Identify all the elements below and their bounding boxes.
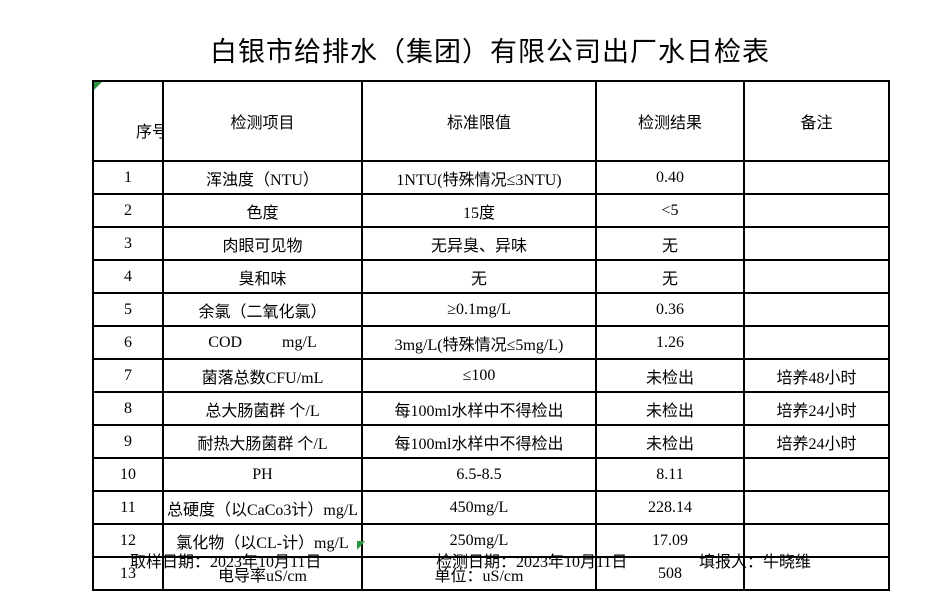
cell-no: 1	[92, 160, 164, 195]
cell-note	[743, 193, 890, 228]
col-header-limit: 标准限值	[361, 80, 597, 162]
cell-item: 电导率uS/cm	[162, 556, 363, 591]
cell-note: 培养48小时	[743, 358, 890, 393]
test-date-text: 检测日期：2023年10月11日	[436, 554, 628, 571]
cell-item: 肉眼可见物	[162, 226, 363, 261]
cell-item: 臭和味	[162, 259, 363, 294]
cell-no: 3	[92, 226, 164, 261]
col-header-no: 序号	[92, 80, 164, 162]
cell-item: 氯化物（以CL-计）mg/L	[162, 523, 363, 558]
table-row: 5 余氯（二氧化氯） ≥0.1mg/L 0.36	[92, 292, 890, 327]
cell-no: 6	[92, 325, 164, 360]
sample-date-text: 取样日期：2023年10月11日	[130, 554, 322, 571]
cell-note	[743, 226, 890, 261]
cell-no: 12	[92, 523, 164, 558]
table-row: 12 氯化物（以CL-计）mg/L 250mg/L 17.09	[92, 523, 890, 558]
table-row: 8 总大肠菌群 个/L 每100ml水样中不得检出 未检出 培养24小时	[92, 391, 890, 426]
cell-result: 无	[595, 226, 745, 261]
cell-limit: ≤100	[361, 358, 597, 393]
cell-limit: 无异臭、异味	[361, 226, 597, 261]
cell-limit: 每100ml水样中不得检出	[361, 424, 597, 459]
table-body: 1 浑浊度（NTU） 1NTU(特殊情况≤3NTU) 0.40 2 色度 15度 <5 3 肉眼可…	[92, 160, 890, 591]
cell-item: 余氯（二氧化氯）	[162, 292, 363, 327]
cell-item: COD mg/L	[162, 325, 363, 360]
cell-note	[743, 292, 890, 327]
cell-note: 培养24小时	[743, 391, 890, 426]
col-header-note: 备注	[743, 80, 890, 162]
cell-item: 浑浊度（NTU）	[162, 160, 363, 195]
cell-note: 培养24小时	[743, 424, 890, 459]
cell-result: 未检出	[595, 358, 745, 393]
col-header-item: 检测项目	[162, 80, 363, 162]
report-title: 白银市给排水（集团）有限公司出厂水日检表	[210, 37, 770, 67]
cell-note	[743, 490, 890, 525]
cell-no: 7	[92, 358, 164, 393]
inspection-table: 序号 检测项目 标准限值 检测结果 备注 1浑浊度（NTU）1NTU(特殊情况≤…	[92, 80, 890, 591]
cell-result: <5	[595, 193, 745, 228]
header-row: 序号 检测项目 标准限值 检测结果 备注	[92, 80, 890, 162]
cell-result: 0.40	[595, 160, 745, 195]
cell-no: 4	[92, 259, 164, 294]
cell-item: 色度	[162, 193, 363, 228]
cell-limit: 450mg/L	[361, 490, 597, 525]
cell-note	[743, 259, 890, 294]
cell-limit: 15度	[361, 193, 597, 228]
cell-note	[743, 523, 890, 558]
cell-no: 8	[92, 391, 164, 426]
cell-limit: 无	[361, 259, 597, 294]
table-row: 3 肉眼可见物 无异臭、异味无	[92, 226, 890, 261]
cell-result: 0.36	[595, 292, 745, 327]
cell-item: PH	[162, 457, 363, 492]
cell-no: 11	[92, 490, 164, 525]
col-header-no-label: 序号	[136, 124, 161, 141]
col-header-result: 检测结果	[595, 80, 745, 162]
cell-result: 508	[595, 556, 745, 591]
table-row: 4 臭和味无无	[92, 259, 890, 294]
table-row: 2 色度 15度 <5	[92, 193, 890, 228]
cell-result: 1.26	[595, 325, 745, 360]
cell-item: 耐热大肠菌群 个/L	[162, 424, 363, 459]
cell-result: 8.11	[595, 457, 745, 492]
cell-result: 17.09	[595, 523, 745, 558]
cell-no: 13	[92, 556, 164, 591]
cell-limit: 3mg/L(特殊情况≤5mg/L)	[361, 325, 597, 360]
table-row: 9 耐热大肠菌群 个/L 每100ml水样中不得检出 未检出 培养24小时	[92, 424, 890, 459]
table-row: 11 总硬度（以CaCo3计）mg/L 450mg/L 228.14	[92, 490, 890, 525]
cell-limit: 每100ml水样中不得检出	[361, 391, 597, 426]
cell-limit: 6.5-8.5	[361, 457, 597, 492]
excel-error-corner-icon	[95, 83, 102, 90]
table-row: 1 浑浊度（NTU） 1NTU(特殊情况≤3NTU) 0.40	[92, 160, 890, 195]
cell-item: 菌落总数CFU/mL	[162, 358, 363, 393]
cell-limit: 250mg/L	[361, 523, 597, 558]
table-row: 7 菌落总数CFU/mL ≤100 未检出 培养48小时	[92, 358, 890, 393]
cell-limit: ≥0.1mg/L	[361, 292, 597, 327]
cell-note	[743, 556, 890, 591]
table-row: 10 PH 6.5-8.5 8.11	[92, 457, 890, 492]
cell-result: 未检出	[595, 391, 745, 426]
cell-no: 9	[92, 424, 164, 459]
cell-result: 未检出	[595, 424, 745, 459]
cell-result: 228.14	[595, 490, 745, 525]
cell-no: 10	[92, 457, 164, 492]
cell-note	[743, 457, 890, 492]
cell-limit: 单位：uS/cm	[361, 556, 597, 591]
cell-limit: 1NTU(特殊情况≤3NTU)	[361, 160, 597, 195]
cell-item: 总大肠菌群 个/L	[162, 391, 363, 426]
cell-no: 5	[92, 292, 164, 327]
cell-note	[743, 160, 890, 195]
green-triangle-marker-icon	[357, 541, 365, 550]
reporter-text: 填报人：牛晓维	[699, 554, 812, 571]
cell-item: 总硬度（以CaCo3计）mg/L	[162, 490, 363, 525]
cell-result: 无	[595, 259, 745, 294]
table-row: 13 电导率uS/cm 单位：uS/cm 508	[92, 556, 890, 591]
cell-no: 2	[92, 193, 164, 228]
table-row: 6 COD mg/L 3mg/L(特殊情况≤5mg/L) 1.26	[92, 325, 890, 360]
cell-note	[743, 325, 890, 360]
